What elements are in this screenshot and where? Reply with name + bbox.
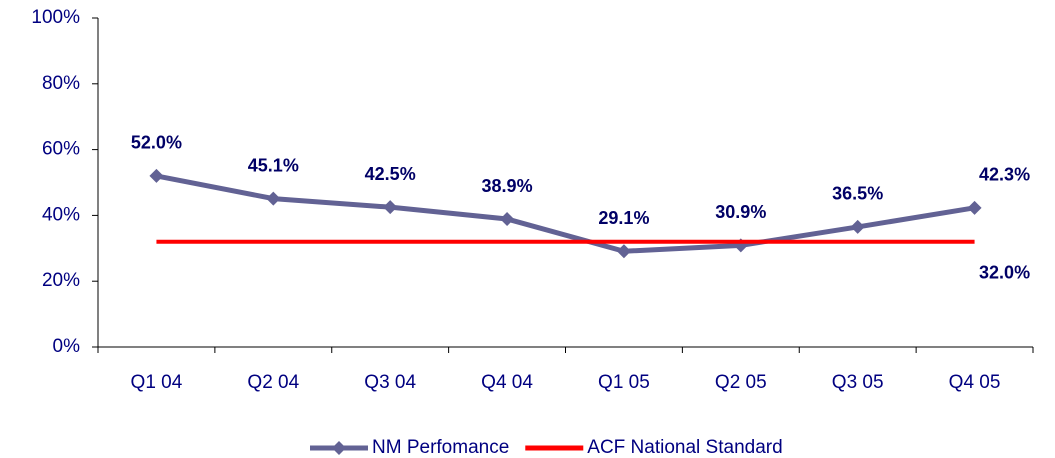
data-label: 52.0% <box>131 133 182 153</box>
data-label: 29.1% <box>598 208 649 228</box>
legend-label: NM Perfomance <box>372 437 509 458</box>
y-tick-label: 20% <box>42 270 80 291</box>
data-label: 42.5% <box>365 164 416 184</box>
data-label: 38.9% <box>482 176 533 196</box>
y-tick-label: 40% <box>42 204 80 225</box>
x-tick-label: Q1 05 <box>598 372 650 393</box>
y-tick-label: 60% <box>42 139 80 160</box>
data-label: 32.0% <box>979 262 1030 282</box>
legend-label: ACF National Standard <box>587 437 782 458</box>
point-marker <box>616 244 631 259</box>
point-marker <box>149 168 164 183</box>
x-tick-label: Q3 05 <box>832 372 884 393</box>
point-marker <box>266 191 281 206</box>
series-line <box>155 173 975 254</box>
point-marker <box>967 200 982 215</box>
x-tick-label: Q3 04 <box>364 372 416 393</box>
point-marker <box>500 212 515 227</box>
y-tick-label: 0% <box>53 336 81 357</box>
legend-marker <box>332 441 346 455</box>
data-label: 42.3% <box>979 165 1030 185</box>
data-label: 45.1% <box>248 155 299 175</box>
data-label: 36.5% <box>832 184 883 204</box>
x-tick-label: Q2 04 <box>247 372 299 393</box>
point-marker <box>850 219 865 234</box>
x-tick-label: Q1 04 <box>131 372 183 393</box>
point-marker <box>383 200 398 215</box>
y-tick-label: 80% <box>42 73 80 94</box>
x-tick-label: Q4 05 <box>949 372 1001 393</box>
x-tick-label: Q4 04 <box>481 372 533 393</box>
x-tick-label: Q2 05 <box>715 372 767 393</box>
y-tick-label: 100% <box>31 7 80 28</box>
data-label: 30.9% <box>715 202 766 222</box>
